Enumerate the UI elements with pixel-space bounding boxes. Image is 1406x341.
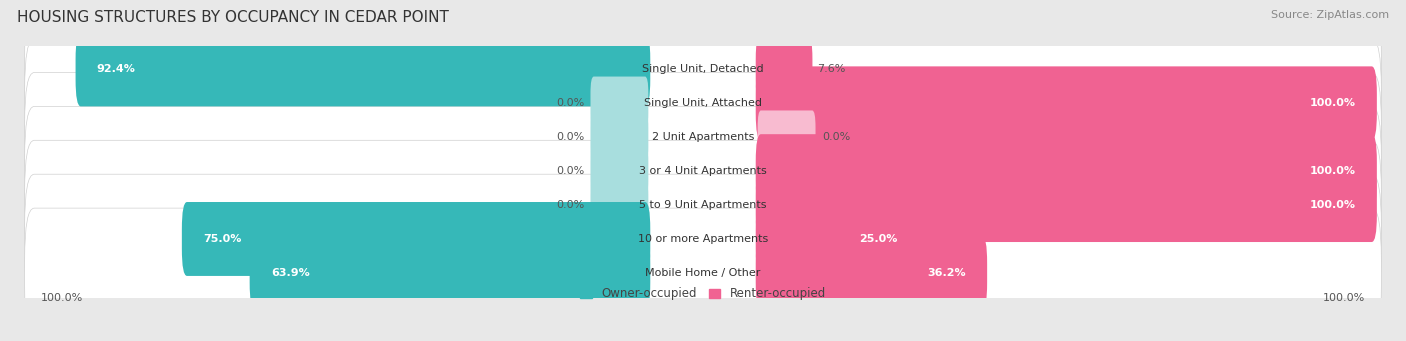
FancyBboxPatch shape (250, 236, 650, 310)
Text: 92.4%: 92.4% (97, 64, 135, 74)
FancyBboxPatch shape (591, 110, 648, 164)
FancyBboxPatch shape (758, 110, 815, 164)
FancyBboxPatch shape (25, 73, 1381, 202)
FancyBboxPatch shape (76, 32, 650, 106)
FancyBboxPatch shape (25, 39, 1381, 168)
Text: 63.9%: 63.9% (271, 268, 309, 278)
FancyBboxPatch shape (25, 140, 1381, 270)
FancyBboxPatch shape (25, 5, 1381, 134)
FancyBboxPatch shape (591, 178, 648, 232)
Text: 2 Unit Apartments: 2 Unit Apartments (652, 132, 754, 142)
Text: 25.0%: 25.0% (859, 234, 897, 244)
Text: 75.0%: 75.0% (202, 234, 242, 244)
Text: 0.0%: 0.0% (555, 166, 583, 176)
FancyBboxPatch shape (756, 32, 813, 106)
Text: Mobile Home / Other: Mobile Home / Other (645, 268, 761, 278)
Text: 100.0%: 100.0% (1309, 200, 1355, 210)
Text: HOUSING STRUCTURES BY OCCUPANCY IN CEDAR POINT: HOUSING STRUCTURES BY OCCUPANCY IN CEDAR… (17, 10, 449, 25)
FancyBboxPatch shape (756, 66, 1376, 140)
FancyBboxPatch shape (591, 144, 648, 198)
Text: 100.0%: 100.0% (1323, 293, 1365, 303)
Text: 0.0%: 0.0% (555, 98, 583, 108)
Legend: Owner-occupied, Renter-occupied: Owner-occupied, Renter-occupied (575, 283, 831, 305)
Text: 10 or more Apartments: 10 or more Apartments (638, 234, 768, 244)
FancyBboxPatch shape (756, 236, 987, 310)
Text: 7.6%: 7.6% (817, 64, 845, 74)
FancyBboxPatch shape (25, 208, 1381, 338)
FancyBboxPatch shape (25, 174, 1381, 304)
Text: 100.0%: 100.0% (1309, 166, 1355, 176)
Text: Single Unit, Detached: Single Unit, Detached (643, 64, 763, 74)
Text: 100.0%: 100.0% (1309, 98, 1355, 108)
Text: 5 to 9 Unit Apartments: 5 to 9 Unit Apartments (640, 200, 766, 210)
Text: 36.2%: 36.2% (928, 268, 966, 278)
FancyBboxPatch shape (25, 106, 1381, 236)
Text: 0.0%: 0.0% (823, 132, 851, 142)
Text: Single Unit, Attached: Single Unit, Attached (644, 98, 762, 108)
FancyBboxPatch shape (591, 76, 648, 130)
Text: 3 or 4 Unit Apartments: 3 or 4 Unit Apartments (640, 166, 766, 176)
FancyBboxPatch shape (756, 134, 1376, 208)
Text: Source: ZipAtlas.com: Source: ZipAtlas.com (1271, 10, 1389, 20)
FancyBboxPatch shape (756, 168, 1376, 242)
Text: 100.0%: 100.0% (41, 293, 83, 303)
FancyBboxPatch shape (181, 202, 650, 276)
Text: 0.0%: 0.0% (555, 200, 583, 210)
FancyBboxPatch shape (756, 202, 918, 276)
Text: 0.0%: 0.0% (555, 132, 583, 142)
